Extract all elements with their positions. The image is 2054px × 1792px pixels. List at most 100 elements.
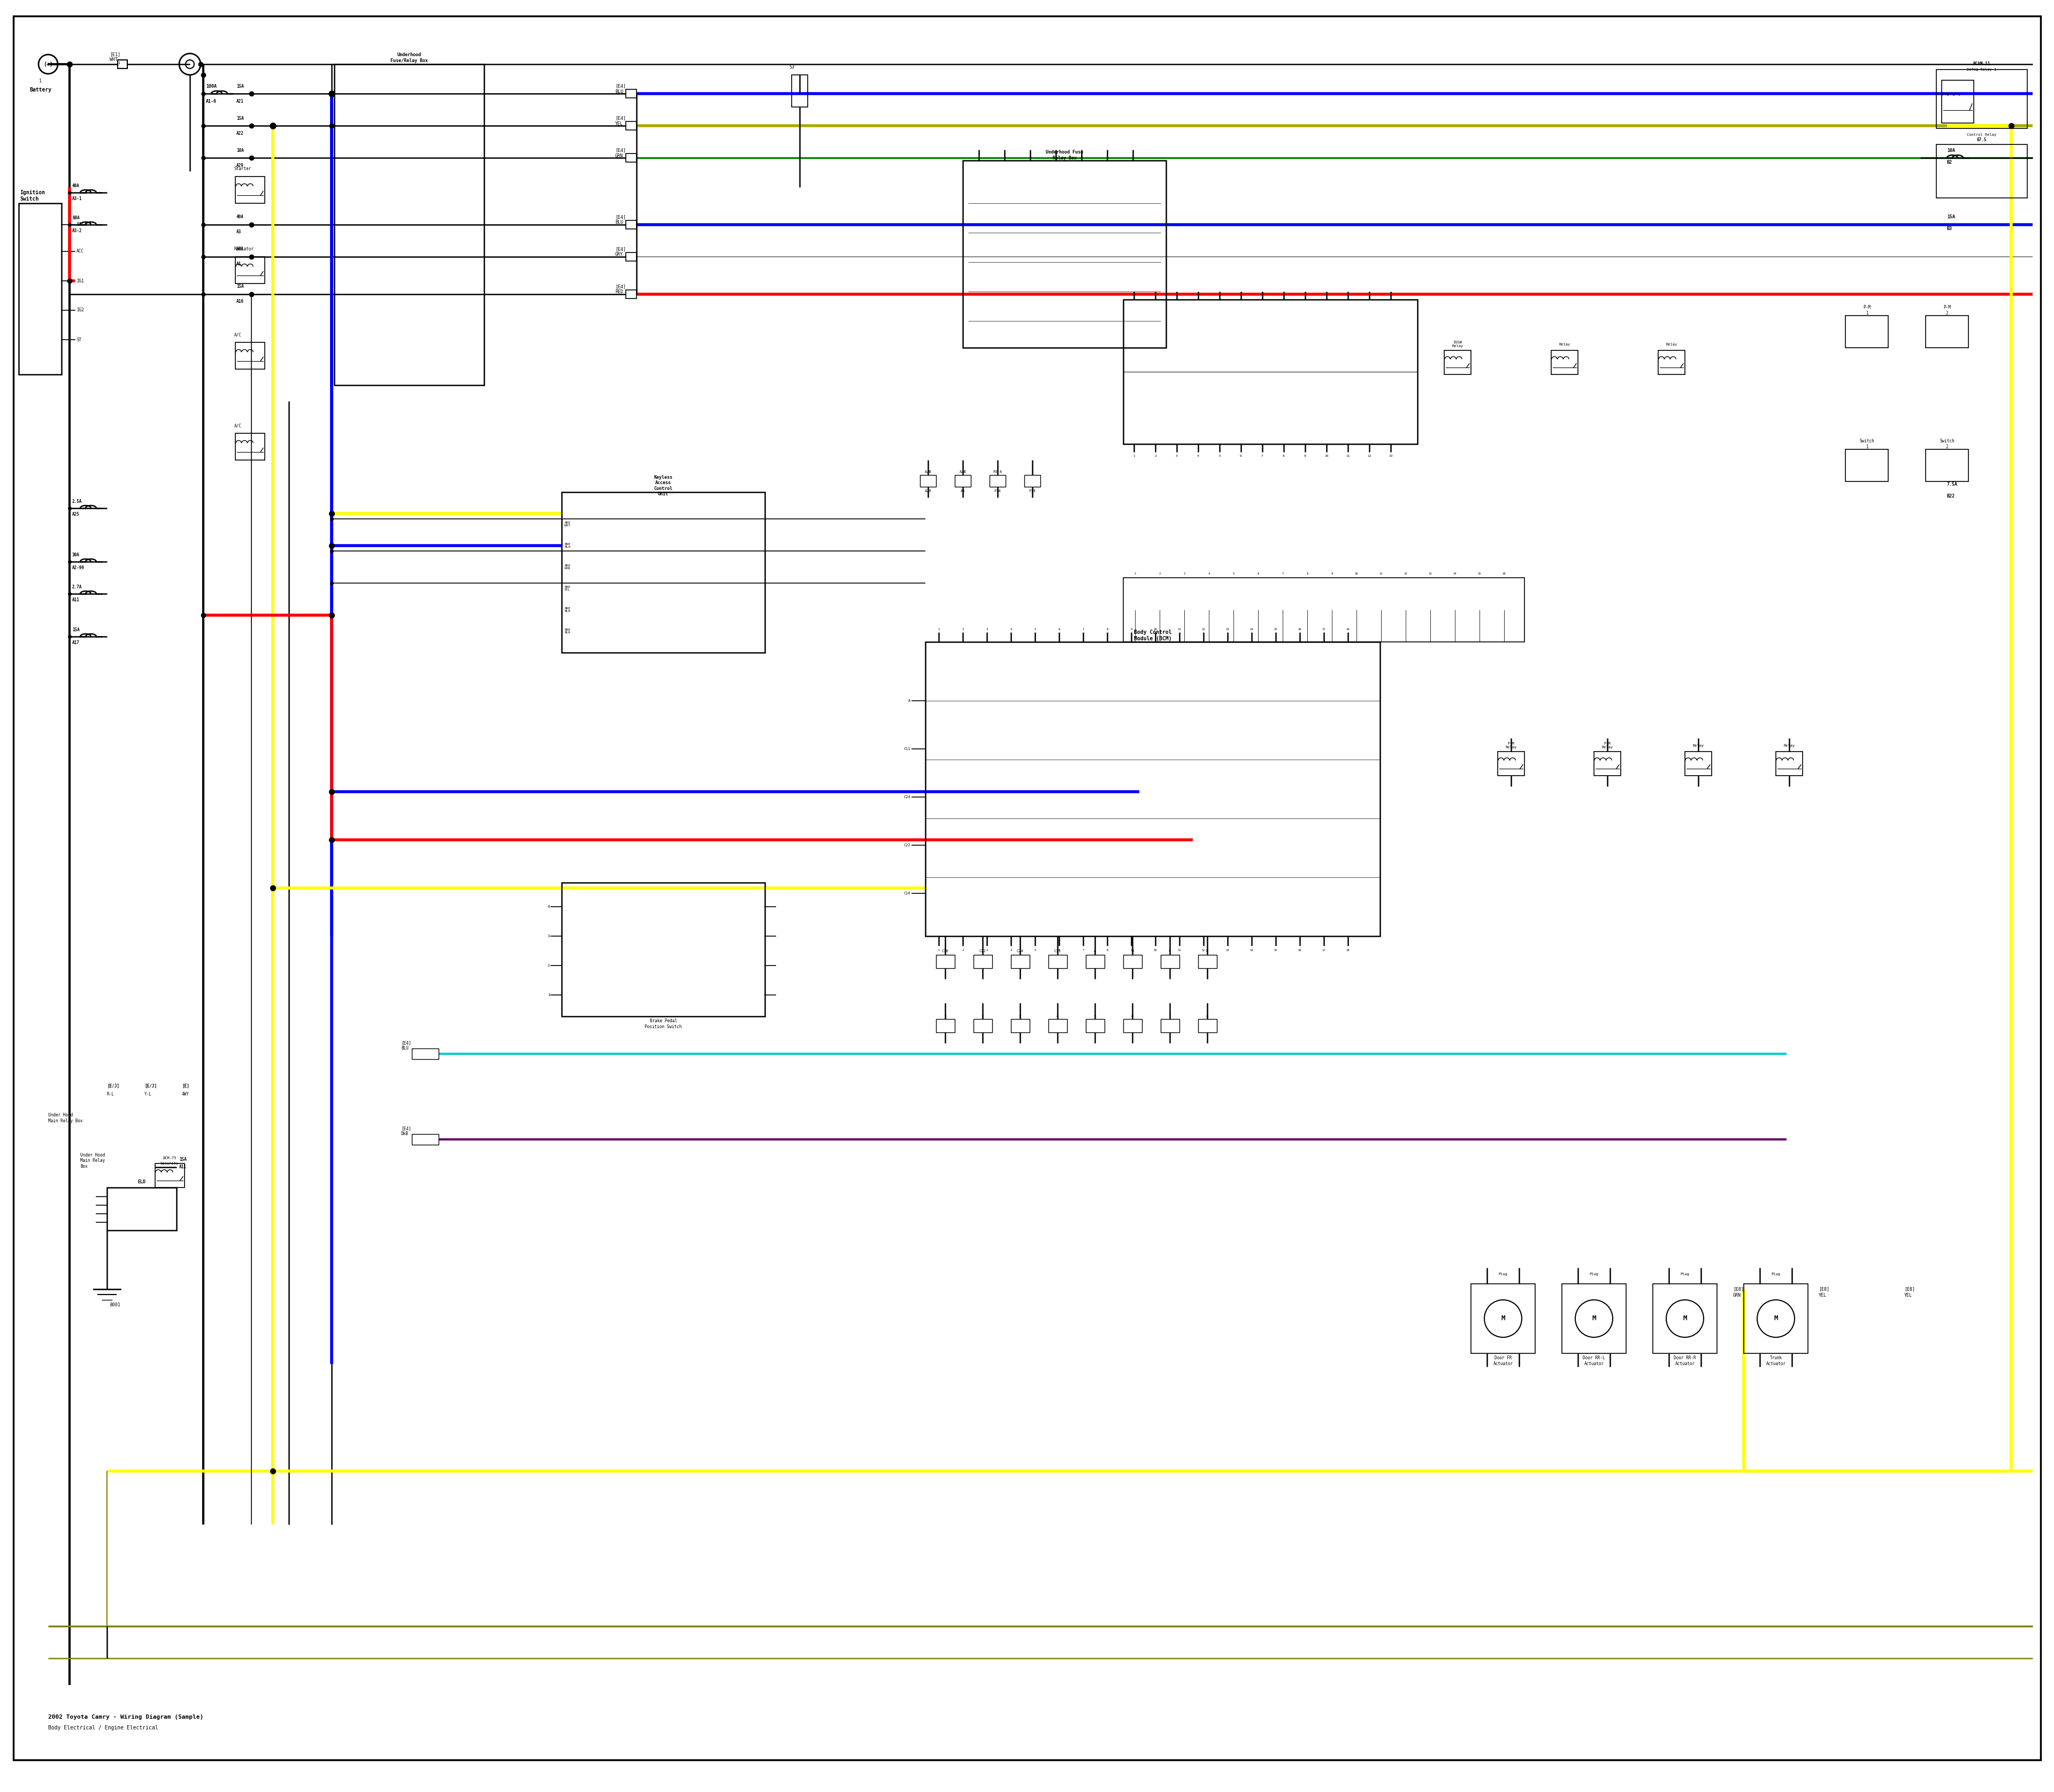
Bar xyxy=(1011,955,1029,968)
Text: Switch: Switch xyxy=(21,197,39,202)
Text: Plug: Plug xyxy=(1680,1272,1690,1276)
Text: 5: 5 xyxy=(1095,1014,1097,1018)
Text: 16: 16 xyxy=(1298,627,1302,631)
Bar xyxy=(974,955,992,968)
Text: 15A: 15A xyxy=(236,285,244,289)
Text: Plug: Plug xyxy=(1499,1272,1508,1276)
Text: [E/J]: [E/J] xyxy=(107,1084,119,1088)
Text: P-M
1: P-M 1 xyxy=(1863,305,1871,315)
Text: 14: 14 xyxy=(1251,627,1253,631)
Text: Trunk
Actuator: Trunk Actuator xyxy=(1766,1357,1785,1366)
Text: [E]: [E] xyxy=(183,1084,189,1088)
Text: C11: C11 xyxy=(904,747,910,751)
Bar xyxy=(1087,1020,1105,1032)
Text: Relay: Relay xyxy=(1559,342,1569,346)
Text: A21: A21 xyxy=(236,99,244,104)
Text: A3-2: A3-2 xyxy=(72,229,82,233)
Bar xyxy=(1844,450,1888,482)
Text: P-M
Relay: P-M Relay xyxy=(1506,742,1516,749)
Text: Underhood Fuse
Relay Box: Underhood Fuse Relay Box xyxy=(1045,151,1082,159)
Bar xyxy=(1124,299,1417,444)
Text: Battery: Battery xyxy=(29,88,51,93)
Text: 3: 3 xyxy=(1019,1014,1021,1018)
Text: A29: A29 xyxy=(924,489,930,493)
Text: 60A: 60A xyxy=(72,215,80,220)
Bar xyxy=(1011,1020,1029,1032)
Text: BRE
BLK: BRE BLK xyxy=(565,607,571,613)
Text: 4: 4 xyxy=(548,905,550,909)
Text: A/B: A/B xyxy=(959,470,965,473)
Text: GRN: GRN xyxy=(614,154,622,158)
Bar xyxy=(626,253,637,262)
Text: M: M xyxy=(1682,1315,1686,1322)
Text: Underhood
Fuse/Relay Box: Underhood Fuse/Relay Box xyxy=(390,52,427,63)
Text: B: B xyxy=(1132,950,1134,953)
Text: A1-6: A1-6 xyxy=(205,99,216,104)
Bar xyxy=(1161,955,1179,968)
Text: ST: ST xyxy=(76,337,82,342)
Text: 18: 18 xyxy=(1345,627,1349,631)
Text: 30A: 30A xyxy=(72,554,80,557)
Text: ELD: ELD xyxy=(138,1179,146,1185)
Bar xyxy=(1927,450,1968,482)
Text: [E8]: [E8] xyxy=(1904,1287,1914,1292)
Text: A25: A25 xyxy=(72,513,80,518)
Text: A/C: A/C xyxy=(234,333,242,337)
Text: 40A: 40A xyxy=(72,185,80,188)
Text: C22: C22 xyxy=(980,950,986,953)
Bar xyxy=(413,1134,440,1145)
Text: A: A xyxy=(908,699,910,702)
Text: A29: A29 xyxy=(236,163,244,168)
Text: A4: A4 xyxy=(961,489,965,493)
Text: [E4]: [E4] xyxy=(614,285,626,289)
Text: BLU: BLU xyxy=(401,1047,409,1050)
Bar xyxy=(626,122,637,131)
Text: 15A: 15A xyxy=(236,116,244,120)
Text: PCAM-11: PCAM-11 xyxy=(1974,61,1990,66)
Bar xyxy=(990,475,1006,487)
Text: 14: 14 xyxy=(1251,948,1253,952)
Text: Security: Security xyxy=(160,1161,179,1165)
Text: A17: A17 xyxy=(72,640,80,645)
Text: C10: C10 xyxy=(904,892,910,894)
Bar xyxy=(1551,351,1577,375)
Bar xyxy=(107,1188,177,1231)
Text: 6: 6 xyxy=(1132,1014,1134,1018)
Text: F19: F19 xyxy=(1029,489,1035,493)
Text: 11: 11 xyxy=(1380,572,1382,575)
Text: 3: 3 xyxy=(548,934,550,937)
Text: IG2: IG2 xyxy=(76,308,84,312)
Text: Radiator: Radiator xyxy=(234,247,255,251)
Text: 17: 17 xyxy=(1323,627,1325,631)
Text: RED: RED xyxy=(614,290,622,294)
Text: [E/J]: [E/J] xyxy=(144,1084,156,1088)
Text: A1: A1 xyxy=(236,262,242,267)
Text: A2-99: A2-99 xyxy=(72,566,84,570)
Text: 1: 1 xyxy=(945,1014,947,1018)
Text: [E8]: [E8] xyxy=(1818,1287,1830,1292)
Text: [E1]: [E1] xyxy=(109,52,121,57)
Text: WHT: WHT xyxy=(109,57,117,63)
Text: 4WY: 4WY xyxy=(183,1091,189,1097)
Bar xyxy=(1594,751,1621,776)
Bar xyxy=(1844,315,1888,348)
Text: Door RR-R
Actuator: Door RR-R Actuator xyxy=(1674,1357,1697,1366)
Text: P-M
Relay: P-M Relay xyxy=(1602,742,1612,749)
Text: Door FR
Actuator: Door FR Actuator xyxy=(1493,1357,1514,1366)
Text: Door RR-L
Actuator: Door RR-L Actuator xyxy=(1584,1357,1604,1366)
Text: [E4]: [E4] xyxy=(401,1041,411,1045)
Text: A: A xyxy=(1095,950,1097,953)
Bar xyxy=(156,1163,185,1188)
Bar xyxy=(937,1020,955,1032)
Bar xyxy=(18,202,62,375)
Text: DkB: DkB xyxy=(401,1131,409,1136)
Text: 40A: 40A xyxy=(236,215,244,220)
Text: 13: 13 xyxy=(1226,627,1230,631)
Text: Relay: Relay xyxy=(1692,744,1705,747)
Bar xyxy=(1048,1020,1068,1032)
Text: M: M xyxy=(1775,1315,1779,1322)
Text: Relay: Relay xyxy=(1783,744,1795,747)
Text: [E4]: [E4] xyxy=(401,1127,411,1131)
Text: F18: F18 xyxy=(994,489,1000,493)
Bar xyxy=(1777,751,1803,776)
